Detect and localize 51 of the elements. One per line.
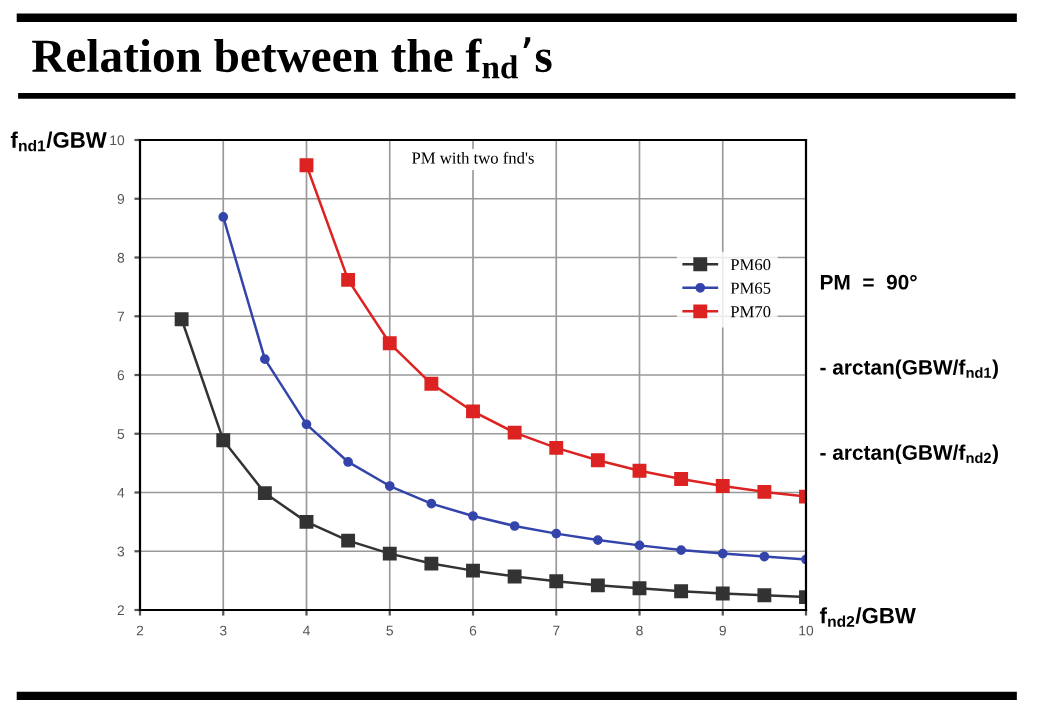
point [507,569,522,584]
point [757,588,772,603]
point [549,440,564,455]
x-axis-title: f$_{nd2}$/GBW [819,607,916,627]
point [299,514,314,529]
point [424,556,439,571]
point [466,563,480,578]
point [382,546,397,561]
point [424,376,439,391]
point [468,511,478,521]
point [301,419,312,430]
text: PM = 90° [820,274,917,290]
point [260,354,270,364]
point [717,548,728,559]
point [507,425,522,440]
point [343,457,353,467]
text: PM with two fnd's [412,151,534,164]
point [590,453,605,468]
point [715,586,730,601]
point [676,545,686,555]
point [674,584,689,599]
point [593,535,603,545]
chart-title: Relation between the f$_{nd}$’s [32,37,552,79]
text: - arctan(GBW/f$_{nd2}$) [820,444,998,465]
point [426,498,437,509]
point [715,479,730,493]
point [549,574,564,589]
point [341,272,356,287]
point [757,484,772,499]
point [174,312,189,327]
point [341,533,356,548]
point [674,472,689,486]
y-axis-title: f$_{nd1}$/GBW [10,131,107,152]
text: - arctan(GBW/f$_{nd1}$) [820,359,998,379]
legend-label: PM60 [730,258,771,271]
point [551,528,562,539]
legend-label: PM70 [730,306,771,318]
legend-label: PM65 [730,282,771,294]
point [466,404,480,419]
point [216,433,231,448]
point [634,540,645,551]
point [257,486,272,501]
point [632,463,647,478]
point [299,158,314,173]
point [218,212,229,222]
point [759,551,770,562]
point [384,481,395,491]
point [632,581,647,596]
point [590,578,605,593]
point [382,336,397,351]
point [509,521,520,531]
